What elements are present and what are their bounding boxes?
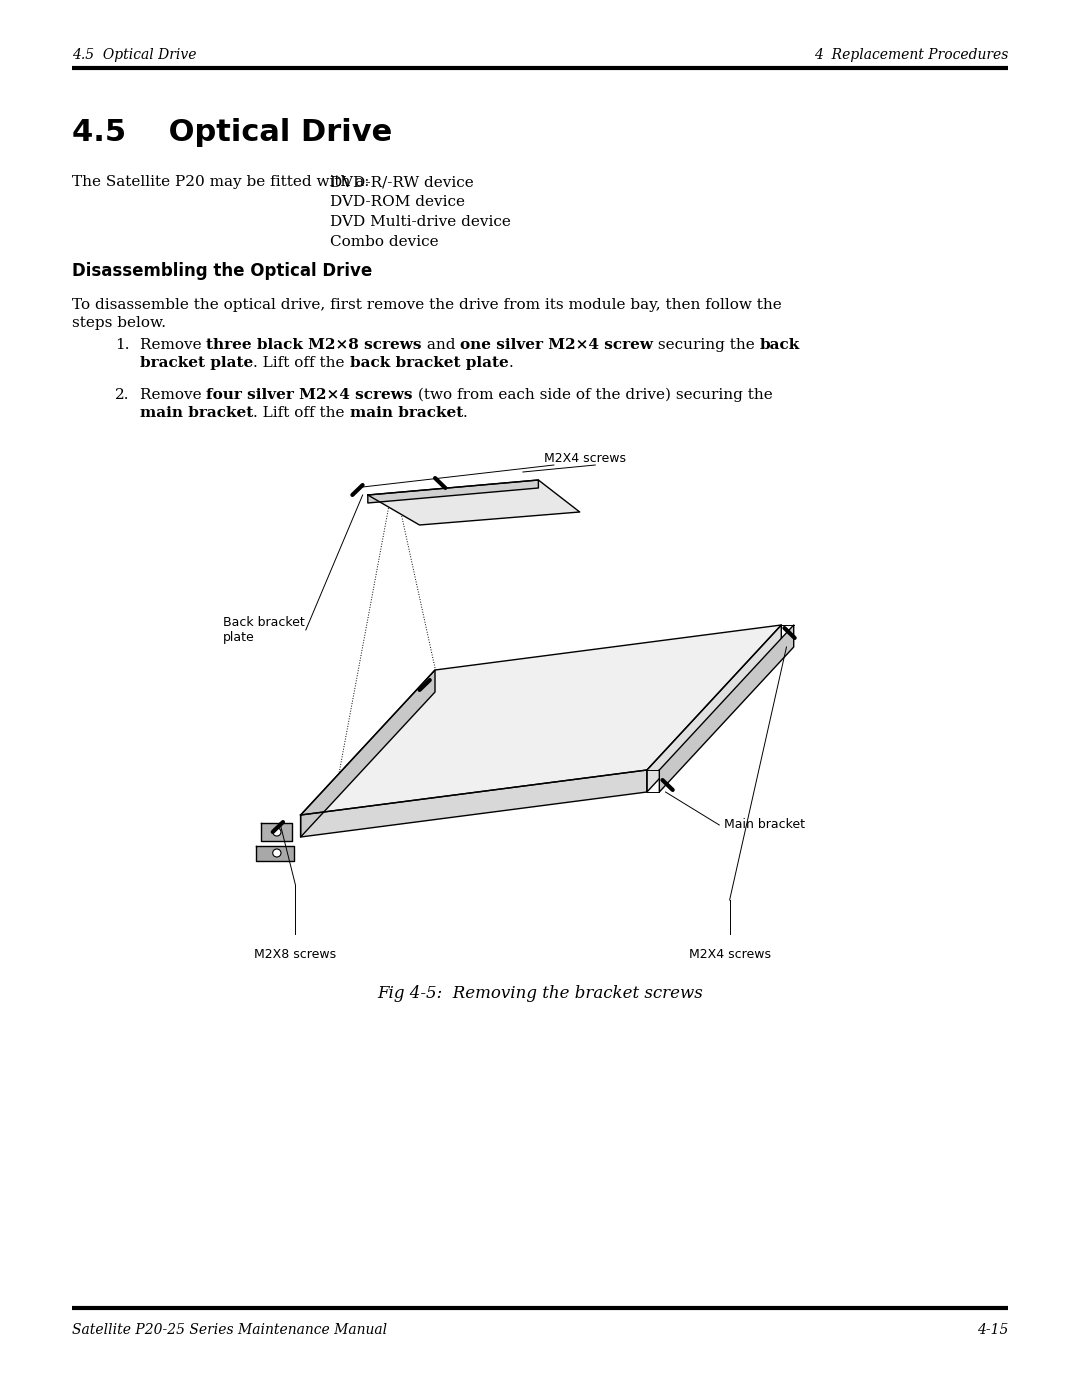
Polygon shape [368, 481, 580, 525]
Text: Back bracket
plate: Back bracket plate [224, 616, 305, 644]
Text: bracket plate: bracket plate [140, 356, 253, 370]
Text: securing the: securing the [653, 338, 760, 352]
Text: Satellite P20-25 Series Maintenance Manual: Satellite P20-25 Series Maintenance Manu… [72, 1323, 387, 1337]
Text: M2X8 screws: M2X8 screws [255, 949, 337, 961]
Text: 2.: 2. [114, 388, 130, 402]
Text: Disassembling the Optical Drive: Disassembling the Optical Drive [72, 263, 373, 279]
Text: three black M2×8 screws: three black M2×8 screws [206, 338, 422, 352]
Text: 4-15: 4-15 [976, 1323, 1008, 1337]
Text: M2X4 screws: M2X4 screws [689, 949, 771, 961]
Text: Combo device: Combo device [330, 235, 438, 249]
Text: Main bracket: Main bracket [725, 819, 806, 831]
Text: back bracket plate: back bracket plate [350, 356, 509, 370]
Polygon shape [659, 624, 794, 792]
Polygon shape [647, 624, 781, 792]
Text: . Lift off the: . Lift off the [253, 407, 350, 420]
Text: Fig 4-5:  Removing the bracket screws: Fig 4-5: Removing the bracket screws [377, 985, 703, 1002]
Text: four silver M2×4 screws: four silver M2×4 screws [206, 388, 413, 402]
Polygon shape [300, 770, 647, 837]
Polygon shape [256, 847, 295, 861]
Text: DVD Multi-drive device: DVD Multi-drive device [330, 215, 511, 229]
Polygon shape [261, 823, 293, 841]
Text: 4.5    Optical Drive: 4.5 Optical Drive [72, 117, 392, 147]
Circle shape [273, 849, 281, 856]
Circle shape [273, 828, 281, 835]
Text: To disassemble the optical drive, first remove the drive from its module bay, th: To disassemble the optical drive, first … [72, 298, 782, 312]
Text: back: back [760, 338, 800, 352]
Text: The Satellite P20 may be fitted with a:: The Satellite P20 may be fitted with a: [72, 175, 369, 189]
Polygon shape [300, 624, 781, 814]
Text: . Lift off the: . Lift off the [253, 356, 350, 370]
Text: steps below.: steps below. [72, 316, 166, 330]
Text: 4  Replacement Procedures: 4 Replacement Procedures [813, 47, 1008, 61]
Text: .: . [509, 356, 513, 370]
Text: main bracket: main bracket [350, 407, 463, 420]
Text: .: . [463, 407, 468, 420]
Text: 4.5  Optical Drive: 4.5 Optical Drive [72, 47, 197, 61]
Text: M2X4 screws: M2X4 screws [544, 453, 626, 465]
Text: one silver M2×4 screw: one silver M2×4 screw [460, 338, 653, 352]
Text: DVD-R/-RW device: DVD-R/-RW device [330, 175, 474, 189]
Polygon shape [300, 671, 435, 837]
Text: DVD-ROM device: DVD-ROM device [330, 196, 465, 210]
Text: Remove: Remove [140, 338, 206, 352]
Text: main bracket: main bracket [140, 407, 253, 420]
Text: (two from each side of the drive) securing the: (two from each side of the drive) securi… [413, 388, 773, 402]
Polygon shape [368, 481, 538, 503]
Text: 1.: 1. [114, 338, 130, 352]
Text: and: and [422, 338, 460, 352]
Text: Remove: Remove [140, 388, 206, 402]
